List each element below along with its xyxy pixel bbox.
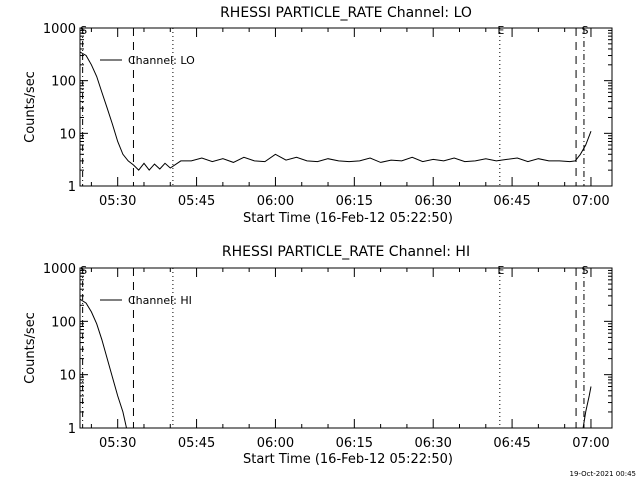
y-tick-label: 1 (68, 180, 76, 195)
chart-title: RHESSI PARTICLE_RATE Channel: HI (222, 244, 470, 260)
x-tick-label: 06:45 (493, 194, 530, 209)
panel-hi-channel: RHESSI PARTICLE_RATE Channel: HI 1 10 100 10… (23, 244, 613, 467)
series-line (79, 51, 592, 171)
x-tick-label: 07:00 (572, 436, 609, 451)
marker-label: E (497, 24, 504, 37)
y-tick-label: 1000 (43, 262, 76, 277)
x-tick-label: 06:45 (493, 436, 530, 451)
y-tick-label: 1 (68, 422, 76, 437)
y-tick-label: 1000 (43, 22, 76, 37)
x-tick-label: 06:15 (336, 194, 373, 209)
x-tick-label: 05:30 (99, 436, 136, 451)
y-tick-label: 10 (59, 369, 76, 384)
y-tick-label: 100 (51, 75, 76, 90)
x-axis-label: Start Time (16-Feb-12 05:22:50) (243, 452, 453, 467)
x-tick-label: 05:45 (178, 436, 215, 451)
x-tick-label: 06:00 (257, 194, 294, 209)
x-tick-label: 05:45 (178, 194, 215, 209)
y-axis-label: Counts/sec (23, 71, 38, 143)
plot-frame (79, 267, 613, 429)
y-tick-label: 100 (51, 315, 76, 330)
x-tick-label: 06:30 (414, 436, 451, 451)
x-tick-label: 07:00 (572, 194, 609, 209)
marker-label: S (581, 24, 588, 37)
panel-lo-channel: RHESSI PARTICLE_RATE Channel: LO 1 10 100 10… (23, 5, 613, 226)
plot-frame (79, 27, 613, 187)
y-tick-label: 10 (59, 127, 76, 142)
chart-title: RHESSI PARTICLE_RATE Channel: LO (220, 5, 472, 21)
footer-date: 19-Oct-2021 00:45 (570, 470, 636, 478)
marker-label: S (80, 24, 87, 37)
legend-label: Channel: HI (128, 294, 192, 307)
x-axis-label: Start Time (16-Feb-12 05:22:50) (243, 211, 453, 226)
x-tick-label: 06:30 (414, 194, 451, 209)
marker-label: S (581, 264, 588, 277)
y-axis-label: Counts/sec (23, 312, 38, 384)
legend-label: Channel: LO (128, 54, 195, 67)
series-line (582, 386, 592, 429)
x-tick-label: 06:00 (257, 436, 294, 451)
x-tick-label: 05:30 (99, 194, 136, 209)
series-line (79, 298, 127, 429)
marker-label: S (80, 264, 87, 277)
x-tick-label: 06:15 (336, 436, 373, 451)
marker-label: E (497, 264, 504, 277)
